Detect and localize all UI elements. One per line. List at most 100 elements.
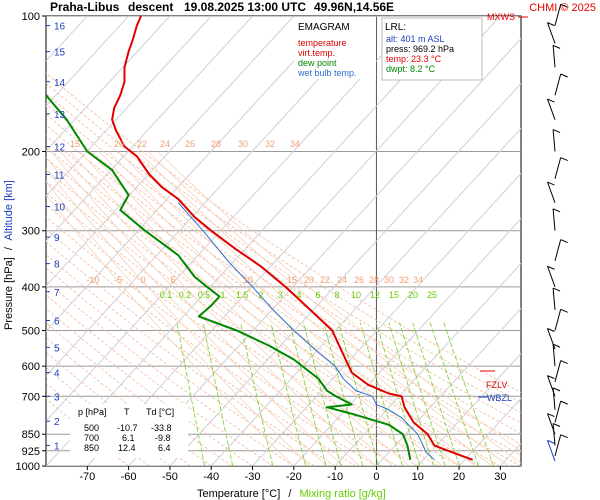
altitude-tick-label: 9 <box>54 233 60 244</box>
mxws-label: MXWS <box>487 12 515 22</box>
theta-label: 15 <box>287 275 297 285</box>
isotherm-line <box>293 217 521 466</box>
isotherm-line <box>169 82 521 466</box>
x-axis-label-temperature: Temperature [°C] <box>197 488 280 500</box>
wind-barb-staff <box>547 328 556 350</box>
y-tick-label: 1000 <box>16 461 40 473</box>
dry-adiabat <box>46 308 253 466</box>
isotherm-line <box>417 352 521 466</box>
altitude-tick-label: 2 <box>54 417 60 428</box>
series-line-temperature <box>111 16 474 461</box>
wind-barb <box>554 157 568 179</box>
theta-label: 30 <box>238 139 248 149</box>
altitude-tick-label: 1 <box>54 441 60 452</box>
isotherm-line <box>46 16 171 152</box>
theta-label: 5 <box>170 275 175 285</box>
moist-adiabat <box>60 151 377 466</box>
dry-adiabat <box>46 135 521 456</box>
wind-barb-staff <box>547 22 556 44</box>
wind-barb-flag <box>560 434 568 439</box>
dry-adiabat <box>46 72 521 393</box>
isotherm-line <box>542 16 600 466</box>
wind-barb-flag <box>547 439 555 444</box>
wind-barb-staff <box>554 73 562 96</box>
summary-table-bg <box>70 404 188 458</box>
legend: EMAGRAM temperature virt.temp. dew point… <box>294 17 376 79</box>
y-tick-label: 600 <box>22 361 40 373</box>
wind-barb <box>552 287 561 310</box>
wind-barb-flag <box>547 328 555 332</box>
x-tick-label: -70 <box>79 471 95 483</box>
mixing-ratio-label: 1 <box>220 290 225 300</box>
theta-label: 0 <box>140 275 145 285</box>
altitude-tick-label: 7 <box>54 288 60 299</box>
wind-barb-staff <box>547 266 556 288</box>
dry-adiabat <box>46 192 439 466</box>
wind-barb-staff <box>554 4 562 26</box>
x-tick-label: -40 <box>203 471 219 483</box>
x-tick-label: -30 <box>245 471 261 483</box>
wind-barb-flag <box>552 287 561 292</box>
altitude-tick-label: 13 <box>54 110 66 121</box>
isotherm-line <box>86 16 501 466</box>
wind-barbs <box>547 3 568 462</box>
y-tick-label: 925 <box>22 446 40 458</box>
theta-label: 24 <box>160 139 170 149</box>
dry-adiabat <box>46 280 295 466</box>
table-cell: 12.4 <box>118 443 136 453</box>
wind-barb-staff <box>554 239 562 261</box>
mixing-ratio-line <box>388 322 435 466</box>
y-tick-label: 300 <box>22 226 40 238</box>
wind-barb <box>547 22 556 44</box>
y-tick-label: 500 <box>22 326 40 338</box>
wind-barb-flag <box>560 400 568 405</box>
legend-item-virt-temp: virt.temp. <box>298 48 335 58</box>
isotherm-line <box>46 16 212 197</box>
mixing-ratio-label: 1.5 <box>236 290 249 300</box>
mixing-ratio-line <box>270 322 307 466</box>
altitude-tick-label: 14 <box>54 78 66 89</box>
theta-label: 26 <box>354 275 364 285</box>
theta-label: 30 <box>384 275 394 285</box>
axes: -70 -60 -50 -40 -30 -20 -10 0 10 20 30100200300400… <box>16 11 507 483</box>
legend-item-dew-point: dew point <box>298 58 337 68</box>
moist-adiabat <box>46 194 295 466</box>
lrl-dwpt: dwpt: 8.2 °C <box>386 64 436 74</box>
mixing-ratio-label: 0.1 <box>160 290 173 300</box>
wind-barb-flag <box>552 208 561 213</box>
wind-barb-flag <box>552 343 561 348</box>
plot-frame <box>45 15 522 467</box>
y-axis-label-sep: / <box>3 246 15 250</box>
wind-barb <box>554 3 568 26</box>
wind-barb-flag <box>552 129 561 134</box>
wind-barb <box>554 434 568 457</box>
mixing-ratio-line <box>289 322 327 466</box>
moist-adiabat <box>89 151 427 466</box>
wind-barb <box>547 181 556 203</box>
dry-adiabat <box>46 254 336 466</box>
isotherm-line <box>46 16 377 377</box>
theta-label: 28 <box>211 139 221 149</box>
x-axis-label: Temperature [°C] / Mixing ratio [g/kg] <box>197 488 386 500</box>
moist-adiabat <box>99 151 443 466</box>
dry-adiabat <box>46 146 521 466</box>
moist-adiabat <box>69 151 394 466</box>
isotherm-line <box>46 16 129 107</box>
lrl-temp: temp: 23.3 °C <box>386 54 442 64</box>
mixing-ratio-label: 3 <box>277 290 282 300</box>
y-tick-label: 850 <box>22 429 40 441</box>
x-axis-label-sep: / <box>288 488 292 500</box>
header: Praha-Libus descent 19.08.2025 13:00 UTC… <box>50 0 596 14</box>
x-tick-label: 20 <box>453 471 465 483</box>
wind-barb-staff <box>552 208 556 231</box>
theta-label: 24 <box>337 275 347 285</box>
mixing-ratio-label: 25 <box>427 290 437 300</box>
wind-barb-flag <box>560 73 568 78</box>
mixing-ratio-line <box>412 322 461 466</box>
theta-label: 34 <box>413 275 423 285</box>
mixing-ratio-line <box>323 322 364 466</box>
header-datetime: 19.08.2025 13:00 UTC <box>184 0 306 14</box>
table-cell: 6.4 <box>158 443 171 453</box>
mixing-ratio-label: 4 <box>296 290 301 300</box>
wind-barb <box>554 360 568 382</box>
